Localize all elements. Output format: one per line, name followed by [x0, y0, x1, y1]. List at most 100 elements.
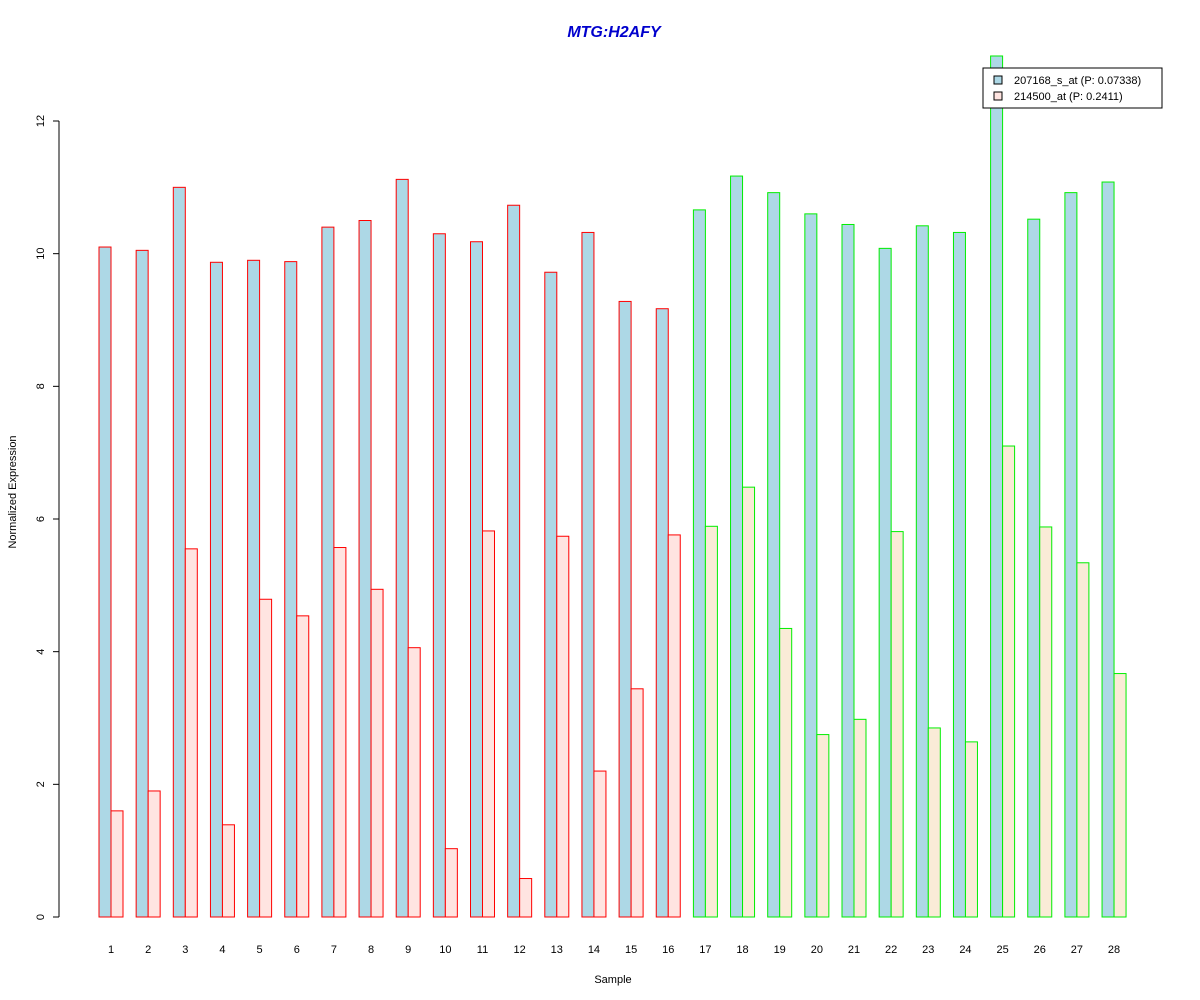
- bar-s2-sample-17: [704, 525, 718, 918]
- bar-s2-sample-1: [110, 810, 124, 918]
- bar-s1-sample-20: [804, 213, 818, 918]
- y-tick-label: 0: [35, 914, 47, 920]
- x-tick-label: 23: [922, 944, 934, 956]
- bar-s1-sample-1: [98, 246, 112, 918]
- bar-s2-sample-14: [593, 770, 607, 918]
- bar-s2-sample-10: [444, 848, 458, 918]
- y-tick-label: 4: [35, 649, 47, 655]
- x-tick-label: 7: [331, 944, 337, 956]
- bar-s1-sample-11: [470, 241, 483, 918]
- bar-s2-sample-26: [1039, 526, 1053, 918]
- legend-swatch: [993, 75, 1003, 85]
- bar-s2-sample-15: [630, 688, 644, 918]
- bar-s1-sample-22: [878, 247, 892, 918]
- x-tick-label: 19: [774, 944, 786, 956]
- bars-layer: [98, 55, 1127, 918]
- bar-s1-sample-27: [1064, 192, 1078, 918]
- y-tick-label: 10: [35, 248, 47, 260]
- bar-s2-sample-25: [1002, 445, 1016, 918]
- bar-s1-sample-2: [135, 249, 149, 918]
- x-tick-label: 10: [439, 944, 451, 956]
- x-tick-label: 13: [551, 944, 563, 956]
- x-tick-label: 8: [368, 944, 374, 956]
- bar-s1-sample-16: [655, 308, 669, 918]
- x-tick-label: 12: [514, 944, 526, 956]
- bar-s1-sample-28: [1101, 181, 1115, 918]
- y-axis: 0 2 4 6 8 10 12: [35, 115, 60, 920]
- x-tick-label: 4: [219, 944, 225, 956]
- x-axis-label: Sample: [594, 974, 631, 986]
- bar-s1-sample-3: [172, 186, 186, 918]
- bar-s1-sample-14: [581, 231, 595, 918]
- bar-s2-sample-11: [482, 530, 495, 918]
- x-tick-label: 17: [699, 944, 711, 956]
- x-tick-label: 14: [588, 944, 600, 956]
- x-tick-label: 26: [1034, 944, 1046, 956]
- bar-s1-sample-8: [358, 220, 372, 918]
- bar-s2-sample-8: [370, 588, 384, 918]
- bar-s2-sample-2: [147, 790, 161, 918]
- x-tick-label: 20: [811, 944, 823, 956]
- x-tick-label: 28: [1108, 944, 1120, 956]
- x-tick-label: 16: [662, 944, 674, 956]
- x-tick-label: 27: [1071, 944, 1083, 956]
- bar-s1-sample-12: [507, 204, 521, 918]
- bar-s2-sample-9: [407, 647, 421, 918]
- bar-s2-sample-20: [816, 734, 830, 918]
- bar-s2-sample-24: [964, 741, 978, 918]
- bar-s2-sample-3: [184, 548, 198, 918]
- x-tick-label: 2: [145, 944, 151, 956]
- x-tick-label: 9: [405, 944, 411, 956]
- legend-swatch: [993, 91, 1003, 101]
- bar-s2-sample-16: [667, 534, 681, 918]
- x-tick-label: 11: [477, 944, 488, 956]
- x-tick-label: 21: [848, 944, 860, 956]
- y-tick-label: 12: [35, 115, 47, 127]
- bar-s1-sample-13: [544, 271, 558, 918]
- y-tick-label: 2: [35, 781, 47, 787]
- bar-s2-sample-5: [259, 598, 273, 918]
- x-tick-label: 6: [294, 944, 300, 956]
- bar-s2-sample-28: [1113, 673, 1127, 918]
- chart-title: MTG:H2AFY: [567, 24, 662, 41]
- x-tick-label: 22: [885, 944, 897, 956]
- bar-s1-sample-18: [730, 175, 744, 918]
- bar-s1-sample-7: [321, 226, 335, 918]
- x-tick-label: 1: [108, 944, 114, 956]
- x-tick-label: 18: [736, 944, 748, 956]
- x-tick-label: 15: [625, 944, 637, 956]
- y-axis-label: Normalized Expression: [7, 435, 19, 548]
- x-tick-label: 5: [257, 944, 263, 956]
- bar-s2-sample-22: [890, 531, 904, 918]
- y-tick-label: 6: [35, 516, 47, 522]
- bar-s1-sample-19: [767, 192, 781, 918]
- bar-s2-sample-13: [556, 535, 570, 918]
- bar-s1-sample-17: [692, 209, 706, 918]
- bar-s1-sample-15: [618, 300, 632, 918]
- bar-s1-sample-21: [841, 223, 855, 918]
- legend: 207168_s_at (P: 0.07338) 214500_at (P: 0.…: [982, 67, 1163, 109]
- y-tick-label: 8: [35, 383, 47, 389]
- bar-s1-sample-26: [1027, 218, 1041, 918]
- legend-label: 207168_s_at (P: 0.07338): [1014, 75, 1141, 87]
- bar-s2-sample-21: [853, 718, 867, 918]
- bar-s1-sample-24: [952, 231, 966, 918]
- bar-s1-sample-4: [209, 261, 223, 918]
- x-axis: 1 2 3 4 5 6 7 8 9 10 11 12 13 14 15 16 17 18 19 20 21 22 23 24 2…: [108, 944, 1120, 956]
- bar-s1-sample-9: [395, 178, 409, 918]
- bar-s1-sample-10: [432, 233, 446, 918]
- bar-s1-sample-5: [247, 259, 261, 918]
- bar-s2-sample-7: [333, 547, 347, 918]
- bar-s1-sample-23: [915, 225, 929, 918]
- bar-s1-sample-6: [284, 261, 298, 918]
- bar-s2-sample-4: [221, 824, 235, 918]
- bar-s2-sample-23: [927, 727, 941, 918]
- x-tick-label: 3: [182, 944, 188, 956]
- x-tick-label: 25: [996, 944, 1008, 956]
- legend-box: [982, 67, 1163, 109]
- bar-s2-sample-12: [519, 878, 533, 918]
- bar-s2-sample-27: [1076, 562, 1090, 918]
- bar-s2-sample-6: [296, 615, 310, 918]
- legend-label: 214500_at (P: 0.2411): [1014, 91, 1123, 103]
